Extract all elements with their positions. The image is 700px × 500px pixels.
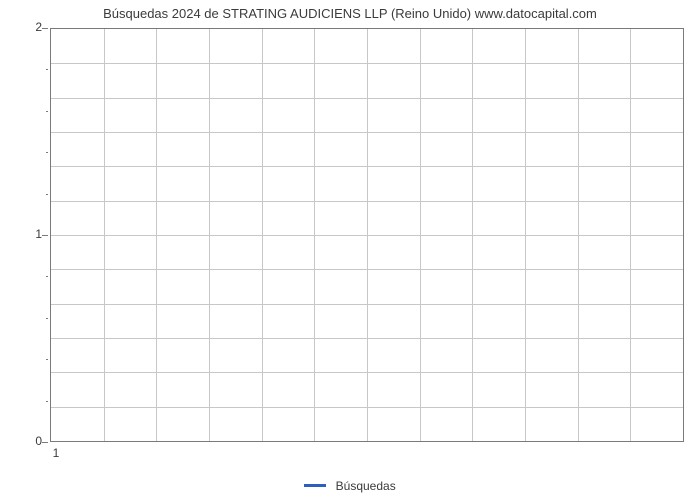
y-axis-minor-tick [46,318,48,319]
grid-line-horizontal [51,338,683,339]
y-axis-minor-tick [46,276,48,277]
grid-line-horizontal [51,132,683,133]
y-axis-minor-tick [46,401,48,402]
grid-line-horizontal [51,98,683,99]
grid-line-horizontal [51,166,683,167]
grid-line-horizontal [51,372,683,373]
legend-label: Búsquedas [336,479,396,493]
y-axis-minor-tick [46,359,48,360]
y-axis-minor-tick [46,111,48,112]
y-axis-tick-label: 2 [0,20,42,34]
y-axis-tick-mark [42,28,48,29]
y-axis-tick-mark [42,235,48,236]
y-axis-tick-label: 1 [0,227,42,241]
plot-area [50,28,684,442]
y-axis-minor-tick [46,152,48,153]
chart-legend: Búsquedas [0,478,700,493]
chart-title: Búsquedas 2024 de STRATING AUDICIENS LLP… [0,6,700,21]
grid-line-horizontal [51,235,683,236]
x-axis-label: 1 [46,446,66,460]
y-axis-minor-tick [46,69,48,70]
grid-line-horizontal [51,407,683,408]
legend-swatch [304,484,326,487]
grid-line-horizontal [51,304,683,305]
y-axis-tick-label: 0 [0,434,42,448]
grid-line-horizontal [51,269,683,270]
y-axis-tick-mark [42,442,48,443]
grid-line-horizontal [51,201,683,202]
y-axis-minor-tick [46,194,48,195]
grid-line-horizontal [51,63,683,64]
